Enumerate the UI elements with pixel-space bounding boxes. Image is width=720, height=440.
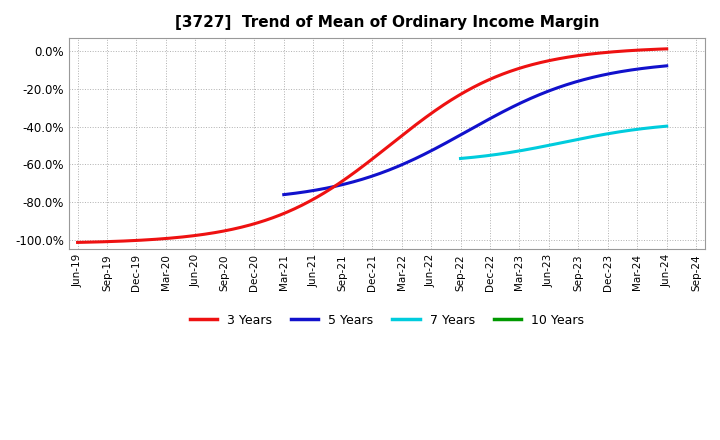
Legend: 3 Years, 5 Years, 7 Years, 10 Years: 3 Years, 5 Years, 7 Years, 10 Years [184, 309, 589, 332]
Title: [3727]  Trend of Mean of Ordinary Income Margin: [3727] Trend of Mean of Ordinary Income … [175, 15, 599, 30]
